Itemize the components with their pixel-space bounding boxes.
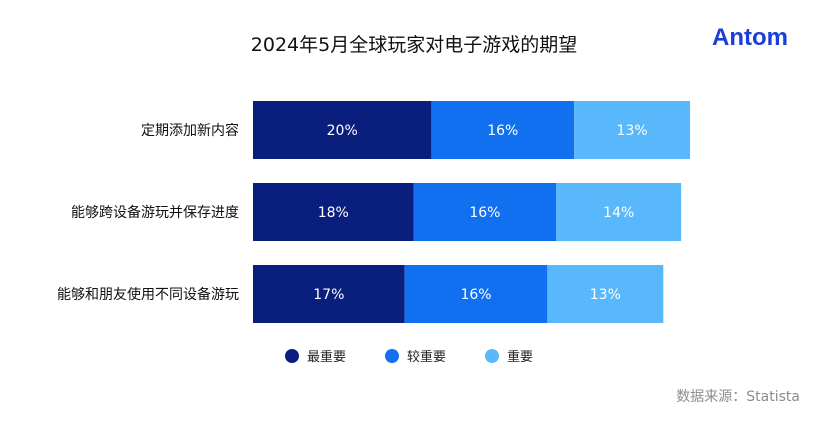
category-label: 能够跨设备游玩并保存进度 [71, 204, 239, 221]
data-label: 18% [318, 205, 349, 221]
chart-title: 2024年5月全球玩家对电子游戏的期望 [250, 34, 578, 56]
data-label: 13% [617, 123, 648, 139]
data-label: 17% [313, 287, 344, 303]
legend-marker [385, 349, 399, 363]
stacked-bar-chart: 定期添加新内容 20% 16% 13% 能够跨设备游玩并保存进度 18% 16% 14% 能够和… [57, 101, 691, 365]
bar-segment [547, 265, 664, 323]
data-label: 20% [327, 123, 358, 139]
bar-segment [431, 101, 575, 159]
source-note: 数据来源：Statista [676, 389, 800, 405]
data-label: 16% [460, 287, 491, 303]
data-label: 16% [469, 205, 500, 221]
legend-label: 重要 [507, 349, 533, 365]
legend-marker [485, 349, 499, 363]
bar-segment [404, 265, 548, 323]
bar-segment [253, 265, 405, 323]
category-label: 定期添加新内容 [141, 122, 239, 139]
data-label: 14% [603, 205, 634, 221]
legend-marker [285, 349, 299, 363]
category-label: 能够和朋友使用不同设备游玩 [57, 286, 239, 303]
bar-segment [253, 101, 432, 159]
data-label: 13% [590, 287, 621, 303]
data-label: 16% [487, 123, 518, 139]
bar-segment [253, 183, 414, 241]
bar-segment [556, 183, 682, 241]
bar-segment [574, 101, 691, 159]
legend-label: 最重要 [307, 349, 346, 365]
antom-logo: Antom [712, 24, 788, 51]
bar-segment [413, 183, 557, 241]
legend-label: 较重要 [407, 349, 446, 365]
